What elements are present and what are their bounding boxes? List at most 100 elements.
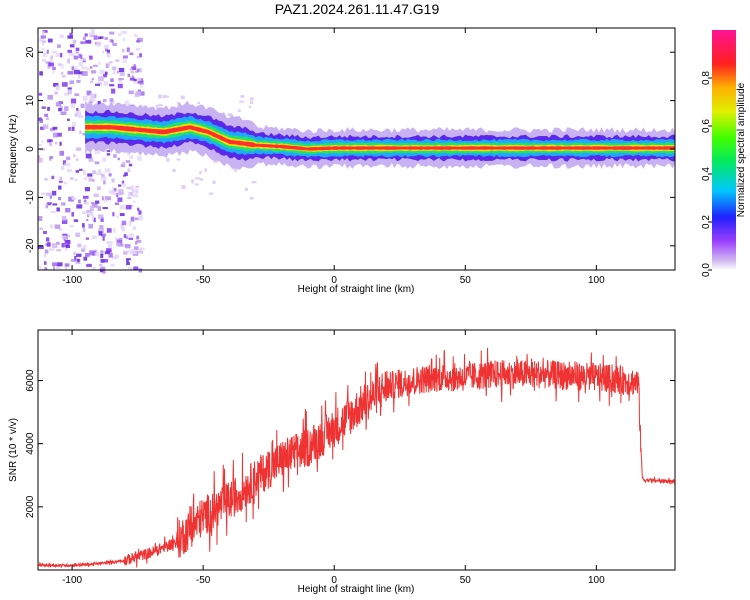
noise-speckle <box>75 51 79 54</box>
noise-speckle <box>45 203 48 209</box>
noise-speckle <box>86 263 92 268</box>
noise-speckle <box>137 37 143 42</box>
noise-speckle <box>124 102 130 106</box>
noise-speckle <box>109 99 115 105</box>
noise-speckle <box>131 185 135 188</box>
noise-speckle <box>40 35 46 39</box>
y-tick-label: 4000 <box>25 432 36 455</box>
noise-speckle <box>82 36 86 41</box>
snr-x-axis: -100 -50 0 50 100 <box>62 330 605 586</box>
noise-speckle <box>55 102 62 107</box>
noise-speckle <box>191 179 194 184</box>
noise-speckle <box>248 105 251 109</box>
noise-speckle <box>114 237 118 240</box>
noise-speckle <box>133 266 139 271</box>
noise-speckle <box>73 251 76 256</box>
noise-speckle <box>38 265 42 269</box>
noise-speckle <box>70 98 77 104</box>
noise-speckle <box>138 68 142 73</box>
noise-speckle <box>69 80 74 85</box>
noise-speckle <box>97 100 101 106</box>
noise-speckle <box>83 256 88 261</box>
noise-speckle <box>111 40 114 43</box>
colorbar-tick-label: 0.4 <box>701 167 712 181</box>
snr-x-label: Height of straight line (km) <box>298 584 415 595</box>
noise-speckle <box>115 59 120 62</box>
noise-speckle <box>41 30 45 36</box>
noise-speckle <box>86 209 92 213</box>
noise-speckle <box>138 210 142 215</box>
noise-speckle <box>104 259 109 263</box>
spectrogram-noise-region <box>38 29 257 274</box>
noise-speckle <box>52 69 55 74</box>
noise-speckle <box>52 262 58 266</box>
noise-speckle <box>111 178 115 183</box>
noise-speckle <box>90 201 95 205</box>
noise-speckle <box>240 95 245 98</box>
noise-speckle <box>94 149 100 155</box>
noise-speckle <box>41 140 44 143</box>
noise-speckle <box>105 47 108 52</box>
noise-speckle <box>127 267 133 270</box>
noise-speckle <box>97 206 102 211</box>
noise-speckle <box>249 97 254 101</box>
noise-speckle <box>78 62 83 67</box>
noise-speckle <box>61 82 68 87</box>
noise-speckle <box>103 81 109 86</box>
noise-speckle <box>109 31 115 35</box>
noise-speckle <box>66 234 70 238</box>
noise-speckle <box>72 39 77 44</box>
noise-speckle <box>43 124 49 129</box>
noise-speckle <box>44 249 49 254</box>
noise-speckle <box>122 59 127 63</box>
noise-speckle <box>244 187 248 191</box>
noise-speckle <box>48 62 54 67</box>
noise-speckle <box>138 215 143 221</box>
noise-speckle <box>90 97 96 102</box>
noise-speckle <box>50 210 57 214</box>
noise-speckle <box>133 246 139 251</box>
noise-speckle <box>125 150 131 153</box>
noise-speckle <box>104 37 108 40</box>
noise-speckle <box>112 186 115 192</box>
noise-speckle <box>100 259 105 263</box>
noise-speckle <box>129 77 135 81</box>
noise-speckle <box>139 53 142 58</box>
noise-speckle <box>48 203 51 206</box>
noise-speckle <box>118 67 125 73</box>
noise-speckle <box>125 258 131 261</box>
noise-speckle <box>66 168 72 173</box>
noise-speckle <box>239 100 245 103</box>
noise-speckle <box>38 158 43 163</box>
noise-speckle <box>76 253 82 257</box>
noise-speckle <box>121 220 127 226</box>
noise-speckle <box>237 109 241 113</box>
noise-speckle <box>87 212 94 217</box>
noise-speckle <box>92 179 95 182</box>
noise-speckle <box>45 61 51 64</box>
noise-speckle <box>108 252 113 258</box>
noise-speckle <box>157 103 163 107</box>
noise-speckle <box>181 184 186 189</box>
noise-speckle <box>89 34 95 38</box>
colorbar-label: Normalized spectral amplitude <box>736 82 747 217</box>
spectrogram-y-axis: -20 -10 0 10 20 <box>25 46 675 253</box>
noise-speckle <box>117 189 124 194</box>
noise-speckle <box>110 78 114 82</box>
noise-speckle <box>119 213 125 217</box>
y-tick-label: -10 <box>25 190 36 205</box>
noise-speckle <box>66 239 70 245</box>
noise-speckle <box>91 202 98 208</box>
noise-speckle <box>94 161 100 165</box>
noise-speckle <box>98 228 105 234</box>
noise-speckle <box>102 207 108 210</box>
noise-speckle <box>135 188 139 193</box>
noise-speckle <box>52 203 58 206</box>
noise-speckle <box>105 63 110 68</box>
noise-speckle <box>176 158 181 161</box>
noise-speckle <box>99 225 104 229</box>
noise-speckle <box>180 95 185 100</box>
noise-speckle <box>90 80 93 84</box>
noise-speckle <box>114 254 119 259</box>
